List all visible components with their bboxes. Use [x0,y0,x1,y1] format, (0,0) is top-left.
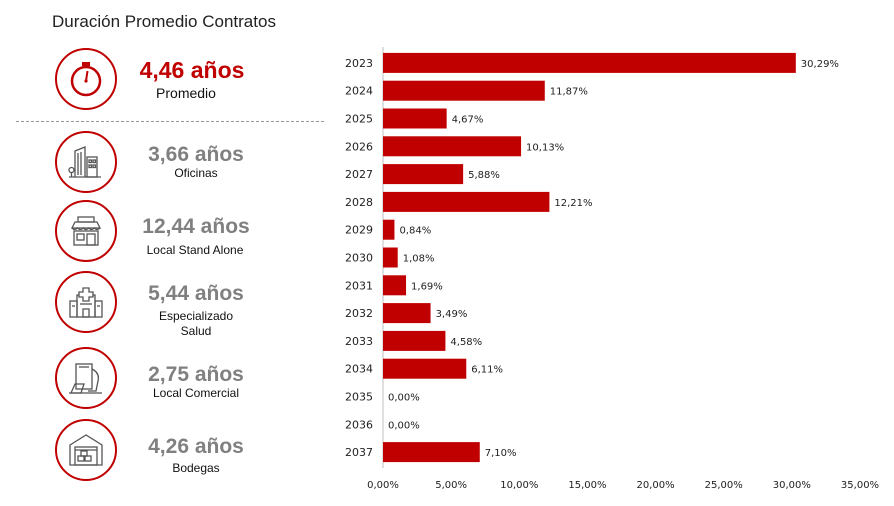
bar [383,303,431,324]
y-tick-label: 2026 [345,140,373,153]
data-label: 30,29% [801,59,839,70]
bar [383,80,545,101]
data-label: 0,00% [388,393,420,404]
data-label: 1,08% [403,254,435,265]
y-tick-label: 2028 [345,196,373,209]
data-label: 1,69% [411,281,443,292]
duration-distribution-bar-chart: 2023 30,29% 2024 11,87% 2025 4,67% 2026 10,13% 2… [345,47,879,491]
bar [383,164,464,185]
bar [383,247,398,268]
stopwatch-icon [55,48,117,110]
y-tick-label: 2032 [345,307,373,320]
x-tick-label: 15,00% [568,480,606,491]
x-tick-label: 20,00% [637,480,675,491]
data-label: 11,87% [550,87,588,98]
especializado-salud-label: Especializado Salud [158,309,234,338]
bar [383,191,550,212]
bar [383,52,796,73]
chart-title: Duración Promedio Contratos [52,12,276,31]
y-tick-label: 2033 [345,335,373,348]
data-label: 0,00% [388,420,420,431]
oficinas-label: Oficinas [174,166,218,180]
local-comercial-label: Local Comercial [152,386,240,400]
y-tick-label: 2034 [345,363,373,376]
especializado-salud-duration-value: 5,44 años [148,282,244,305]
y-tick-label: 2025 [345,113,373,126]
x-tick-label: 10,00% [500,480,538,491]
average-duration-value: 4,46 años [139,57,245,83]
data-label: 6,11% [471,365,503,376]
data-label: 10,13% [526,142,564,153]
bar [383,358,467,379]
y-tick-label: 2036 [345,418,373,431]
y-tick-label: 2035 [345,391,373,404]
bar [383,330,446,351]
local-stand-alone-label: Local Stand Alone [146,243,244,257]
local-stand-alone-duration-value: 12,44 años [142,215,250,238]
y-tick-label: 2024 [345,85,373,98]
data-label: 0,84% [399,226,431,237]
local-comercial-duration-value: 2,75 años [148,363,244,386]
warehouse-icon [55,419,117,481]
x-tick-label: 35,00% [841,480,879,491]
bar [383,136,522,157]
bar [383,275,407,296]
x-tick-label: 0,00% [367,480,399,491]
data-label: 4,58% [450,337,482,348]
y-tick-label: 2037 [345,446,373,459]
y-tick-label: 2031 [345,279,373,292]
hospital-icon [55,271,117,333]
bodegas-duration-value: 4,26 años [148,435,244,458]
data-label: 5,88% [468,170,500,181]
x-tick-label: 5,00% [435,480,467,491]
storefront-icon [55,200,117,262]
average-duration-label: Promedio [156,85,216,101]
y-tick-label: 2023 [345,57,373,70]
commercial-building-icon [55,347,117,409]
data-label: 3,49% [436,309,468,320]
oficinas-duration-value: 3,66 años [148,143,244,166]
office-building-icon [55,131,117,193]
bar [383,442,480,463]
x-tick-label: 25,00% [705,480,743,491]
bodegas-label: Bodegas [172,461,220,475]
y-tick-label: 2027 [345,168,373,181]
bar [383,219,395,240]
data-label: 7,10% [485,448,517,459]
data-label: 12,21% [554,198,592,209]
y-tick-label: 2029 [345,224,373,237]
y-tick-label: 2030 [345,252,373,265]
x-tick-label: 30,00% [773,480,811,491]
bar [383,108,447,129]
section-divider [16,121,324,122]
data-label: 4,67% [452,115,484,126]
